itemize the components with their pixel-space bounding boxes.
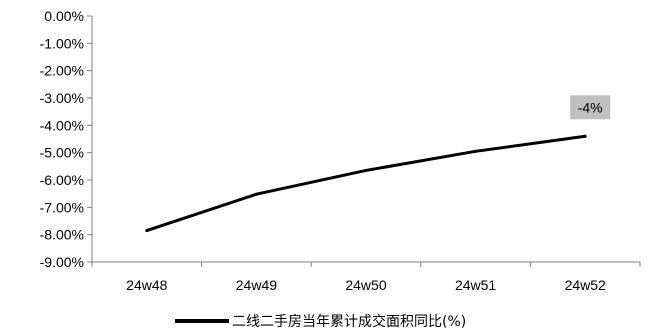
- annotation-layer: -4%: [570, 95, 611, 120]
- legend: 二线二手房当年累计成交面积同比(%): [175, 313, 466, 330]
- data-point: [583, 134, 587, 138]
- data-point: [364, 168, 368, 172]
- data-label-box: [570, 95, 611, 120]
- data-point: [474, 149, 478, 153]
- series-line: [146, 134, 586, 232]
- x-tick-label: 24w50: [345, 277, 386, 293]
- y-tick-label: -4.00%: [40, 117, 84, 133]
- x-tick-label: 24w48: [126, 277, 167, 293]
- y-tick-label: -7.00%: [40, 199, 84, 215]
- y-tick-label: -5.00%: [40, 145, 84, 161]
- data-point: [145, 229, 149, 233]
- y-tick-label: -2.00%: [40, 63, 84, 79]
- y-tick-label: -9.00%: [40, 254, 84, 270]
- x-axis: 24w48 24w49 24w50 24w51 24w52: [91, 261, 641, 293]
- y-tick-label: -6.00%: [40, 172, 84, 188]
- data-label: -4%: [578, 99, 603, 115]
- series-layer: [145, 134, 587, 233]
- x-tick-label: 24w51: [455, 277, 496, 293]
- legend-label: 二线二手房当年累计成交面积同比(%): [232, 313, 466, 330]
- y-tick-label: -3.00%: [40, 90, 84, 106]
- y-tick-label: -8.00%: [40, 227, 84, 243]
- x-tick-label: 24w52: [565, 277, 606, 293]
- y-tick-label: 0.00%: [44, 8, 84, 24]
- y-axis: 0.00% -1.00% -2.00% -3.00% -4.00% -5.00% -6.00…: [40, 8, 93, 270]
- data-point: [254, 192, 258, 196]
- x-tick-label: 24w49: [236, 277, 277, 293]
- y-tick-label: -1.00%: [40, 35, 84, 51]
